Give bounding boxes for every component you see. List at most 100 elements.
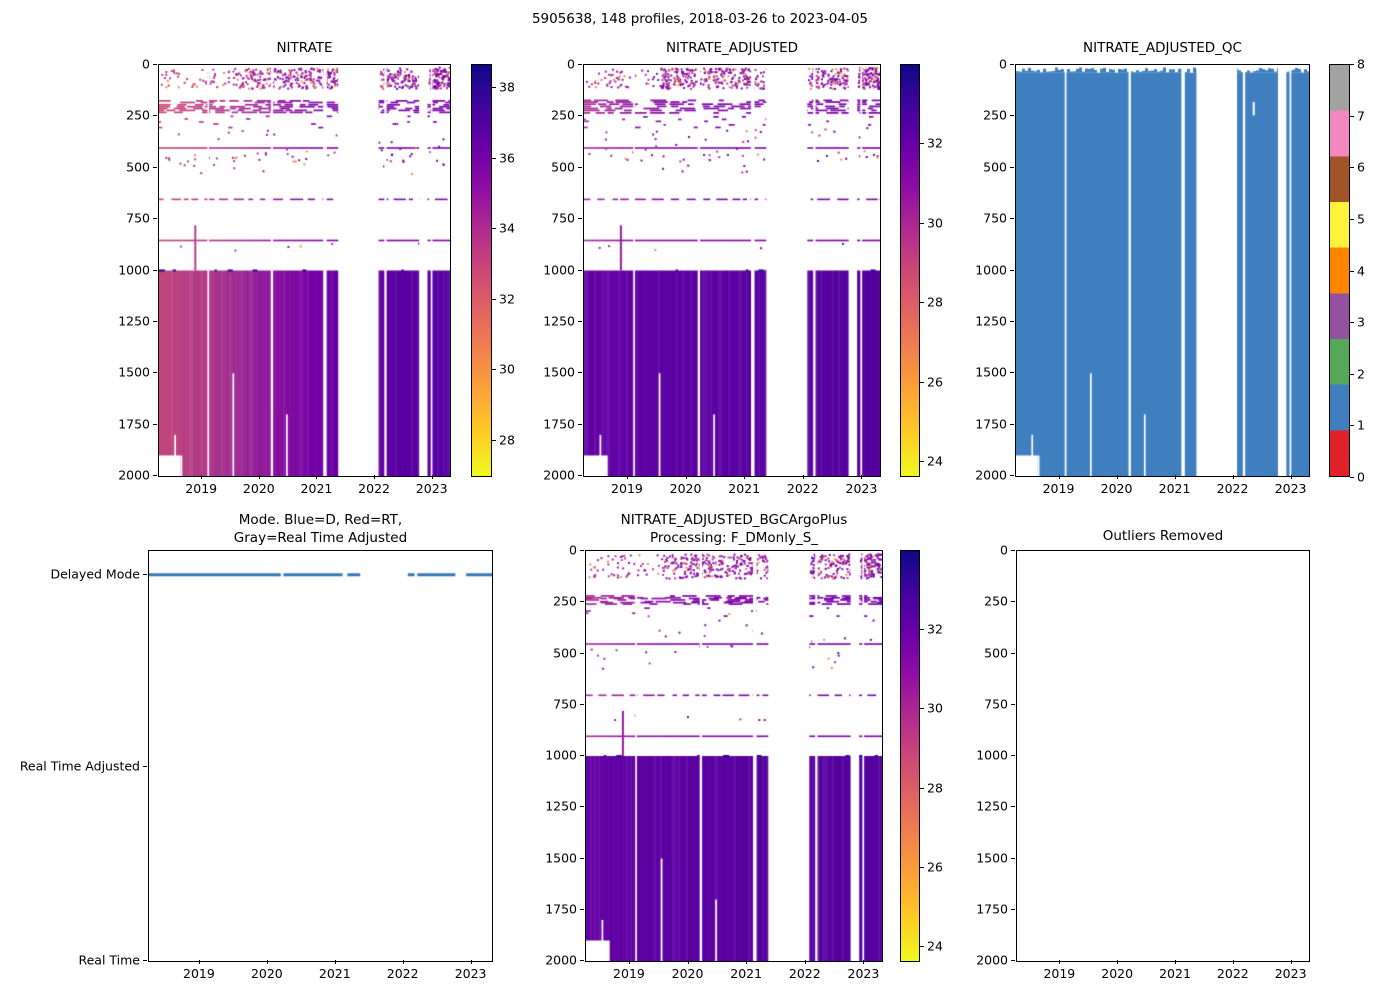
y-tick-label: 750: [551, 210, 575, 226]
x-tick-mark: [1175, 960, 1176, 964]
y-tick-label: 0: [999, 56, 1007, 72]
y-tick-label: 1500: [975, 364, 1007, 380]
x-tick-mark: [687, 960, 689, 964]
nitrate-heatmap-canvas: [159, 65, 450, 476]
panel-title-bgcargoplus: NITRATE_ADJUSTED_BGCArgoPlus Processing:…: [620, 512, 848, 546]
x-tick-mark: [746, 960, 748, 964]
colorbar-tick-label: 5: [1357, 211, 1365, 227]
y-tick-mark: [580, 857, 584, 859]
x-tick-label: 2021: [730, 966, 763, 981]
x-tick-mark: [470, 960, 472, 964]
x-tick-label: 2023: [454, 966, 487, 981]
y-tick-label: 250: [984, 593, 1008, 609]
y-tick-label: 1000: [975, 262, 1007, 277]
plot-outliers-removed: [1016, 550, 1310, 962]
y-tick-mark: [580, 652, 584, 654]
x-tick-label: 2021: [1159, 966, 1191, 981]
y-tick-label: 1250: [975, 313, 1007, 329]
colorbar-tick-mark: [920, 302, 924, 304]
y-tick-label: 1250: [545, 798, 577, 814]
x-tick-label: 2022: [358, 481, 390, 496]
y-tick-mark: [580, 960, 584, 961]
y-tick-mark: [1011, 601, 1015, 603]
colorbar-tick-label: 4: [1357, 263, 1365, 278]
panel-title-mode: Mode. Blue=D, Red=RT, Gray=Real Time Adj…: [233, 512, 408, 546]
qc-heatmap-canvas: [1016, 65, 1309, 476]
panel-title-nitrate-adjusted: NITRATE_ADJUSTED: [665, 40, 799, 56]
colorbar-tick-mark: [920, 708, 924, 710]
colorbar-tick-label: 6: [1357, 159, 1365, 175]
y-tick-label: 1000: [976, 747, 1008, 763]
x-tick-mark: [802, 475, 804, 479]
colorbar-tick-label: 8: [1357, 56, 1365, 72]
y-tick-mark: [578, 64, 582, 65]
x-tick-mark: [804, 960, 806, 964]
y-tick-label: 1250: [976, 798, 1008, 814]
y-tick-label: Real Time Adjusted: [19, 758, 140, 774]
mode-line-canvas: [149, 551, 492, 961]
y-tick-mark: [580, 908, 584, 910]
y-tick-mark: [580, 703, 584, 705]
y-tick-mark: [1011, 960, 1015, 961]
y-tick-label: 1500: [118, 364, 150, 380]
x-tick-label: 2022: [1216, 966, 1249, 981]
x-tick-label: 2020: [671, 966, 704, 981]
y-tick-label: 2000: [543, 467, 575, 483]
x-tick-mark: [402, 960, 404, 964]
colorbar-tick-mark: [920, 629, 924, 631]
x-tick-label: 2020: [1101, 966, 1134, 981]
y-tick-mark: [153, 320, 157, 322]
colorbar-tick-label: 24: [927, 938, 943, 954]
x-tick-mark: [1059, 960, 1061, 964]
y-tick-mark: [1011, 908, 1015, 910]
colorbar-tick-mark: [920, 381, 924, 383]
y-tick-label: 2000: [545, 952, 577, 968]
x-tick-label: 2022: [788, 966, 821, 981]
colorbar-tick-mark: [492, 228, 496, 230]
colorbar-tick-label: 3: [1357, 314, 1365, 330]
y-tick-label: 250: [983, 107, 1007, 123]
x-tick-mark: [628, 960, 630, 964]
y-tick-label: 1500: [976, 850, 1008, 865]
y-tick-mark: [153, 372, 157, 374]
y-tick-mark: [1010, 320, 1014, 322]
x-tick-label: 2021: [300, 481, 333, 496]
y-tick-label: 750: [126, 210, 150, 226]
colorbar-nitrate-adjusted: [900, 64, 920, 477]
y-tick-label: 500: [553, 645, 577, 660]
y-tick-label: 500: [983, 159, 1007, 175]
y-tick-label: 1500: [545, 850, 577, 865]
colorbar-bgcargoplus: [900, 550, 920, 962]
panel-title-nitrate-adjusted-qc: NITRATE_ADJUSTED_QC: [1083, 40, 1242, 56]
colorbar-tick-mark: [1350, 373, 1354, 375]
y-tick-label: 0: [1000, 542, 1008, 558]
colorbar-tick-mark: [492, 86, 496, 88]
y-tick-label: 500: [551, 159, 575, 175]
x-tick-label: 2023: [1274, 481, 1307, 496]
y-tick-label: 1000: [543, 262, 575, 277]
x-tick-label: 2022: [786, 481, 819, 496]
panel-title-outliers-removed: Outliers Removed: [1102, 528, 1224, 544]
y-tick-mark: [153, 64, 157, 65]
x-tick-mark: [626, 475, 628, 479]
colorbar-tick-label: 36: [499, 150, 515, 166]
plot-bgcargoplus: [585, 550, 883, 962]
y-tick-mark: [1010, 372, 1014, 374]
y-tick-mark: [1011, 550, 1015, 551]
colorbar-tick-label: 28: [927, 780, 943, 796]
y-tick-label: 1750: [118, 416, 150, 432]
y-tick-label: Delayed Mode: [50, 566, 140, 582]
colorbar-tick-label: 2: [1357, 366, 1365, 382]
y-tick-mark: [578, 269, 582, 271]
x-tick-label: 2020: [1100, 481, 1133, 496]
y-tick-label: 1500: [543, 364, 575, 380]
colorbar-tick-label: 26: [927, 859, 943, 875]
y-tick-mark: [580, 806, 584, 808]
figure-title: 5905638, 148 profiles, 2018-03-26 to 202…: [531, 11, 869, 27]
y-tick-mark: [1010, 166, 1014, 168]
colorbar-tick-label: 0: [1357, 469, 1365, 485]
x-tick-mark: [1290, 475, 1292, 479]
y-tick-label: Real Time: [78, 952, 140, 968]
y-tick-mark: [1010, 423, 1014, 425]
colorbar-tick-label: 1: [1357, 417, 1365, 433]
